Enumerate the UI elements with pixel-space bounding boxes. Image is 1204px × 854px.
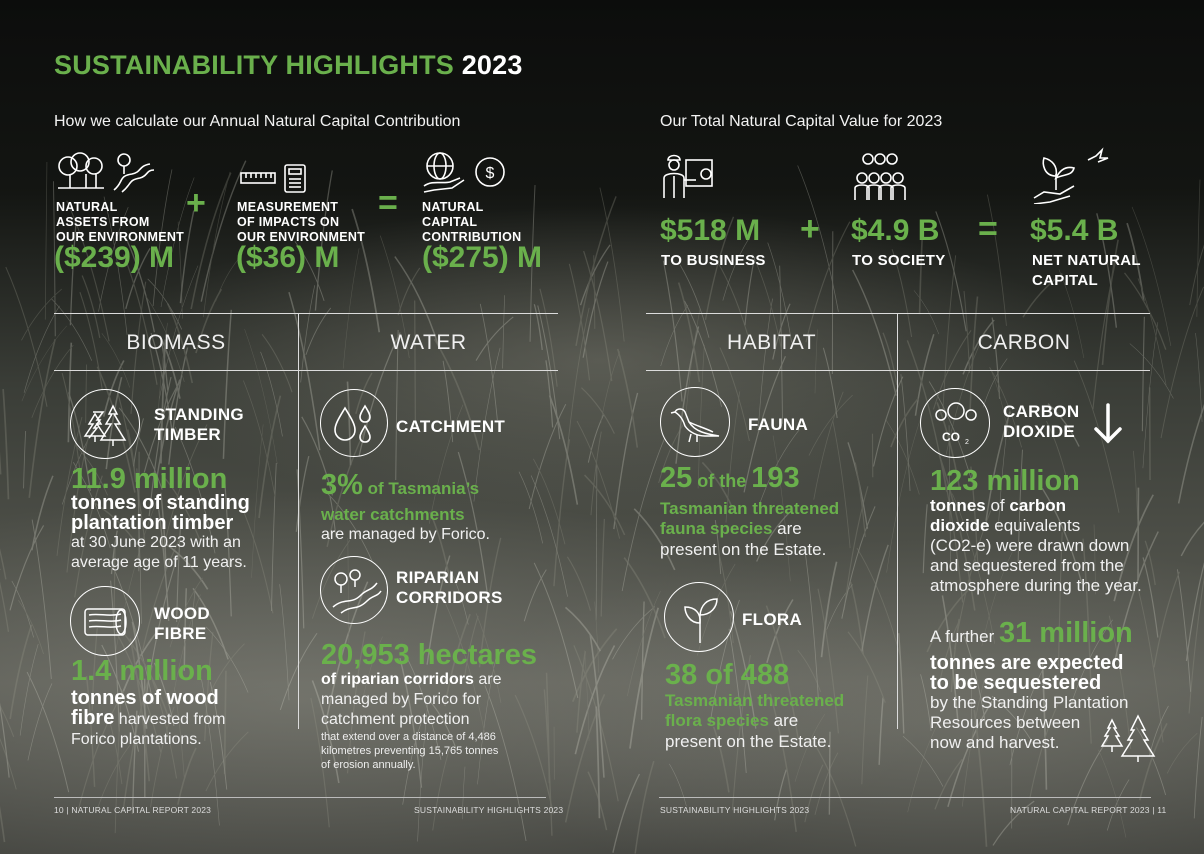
riparian-desc: of riparian corridors are managed by For… (321, 671, 502, 771)
water-drops-icon (320, 389, 388, 457)
pine-trees-small-icon (1100, 714, 1156, 762)
bird-icon (660, 387, 730, 457)
standing-timber-desc: tonnes of standing plantation timber at … (71, 492, 250, 571)
pine-trees-icon (70, 389, 140, 459)
riparian-trees-river-icon (320, 556, 388, 624)
wood-log-icon (70, 586, 140, 656)
hand-plant-bird-icon (1033, 147, 1109, 204)
co2-molecule-icon: CO 2 (920, 388, 990, 458)
divider-vertical-left (298, 313, 299, 729)
plant-sprout-icon (664, 582, 734, 652)
divider-head-left (54, 370, 558, 371)
divider-top-left (54, 313, 558, 314)
net-value: $5.4 B (1030, 214, 1119, 247)
co2-icon-text: CO (942, 430, 960, 444)
category-carbon: CARBON (977, 331, 1071, 354)
flora-label: FLORA (742, 610, 803, 629)
total-contribution-label: NATURAL CAPITAL CONTRIBUTION (422, 200, 522, 244)
plus-sign-right: + (800, 210, 820, 248)
flora-stat: 38 of 488 (665, 659, 790, 691)
standing-timber-stat: 11.9 million (71, 463, 228, 495)
wood-fibre-label: WOOD FIBRE (154, 604, 210, 643)
footer-rule-left (54, 797, 546, 798)
footer-right-section: SUSTAINABILITY HIGHLIGHTS 2023 (660, 805, 810, 815)
impacts-value: ($36) M (236, 241, 340, 274)
assets-value: ($239) M (54, 241, 175, 274)
impacts-label: MEASUREMENT OF IMPACTS ON OUR ENVIRONMENT (237, 200, 366, 244)
ruler-calculator-icon (240, 164, 306, 193)
assets-label: NATURAL ASSETS FROM OUR ENVIRONMENT (56, 200, 185, 244)
footer-left-page: 10 | NATURAL CAPITAL REPORT 2023 (54, 805, 212, 815)
trees-landscape-icon (58, 152, 154, 193)
society-value: $4.9 B (851, 214, 940, 247)
footer-right-page: NATURAL CAPITAL REPORT 2023 | 11 (1010, 805, 1167, 815)
equals-sign: = (378, 184, 398, 222)
plus-sign: + (186, 184, 206, 222)
society-label: TO SOCIETY (852, 252, 946, 269)
title-main: SUSTAINABILITY HIGHLIGHTS (54, 50, 455, 80)
divider-top-right (646, 313, 1150, 314)
category-habitat: HABITAT (726, 331, 817, 354)
left-subheading: How we calculate our Annual Natural Capi… (54, 113, 461, 130)
right-subheading: Our Total Natural Capital Value for 2023 (660, 113, 943, 130)
co2-desc: tonnes of carbon dioxide equivalents (CO… (930, 496, 1142, 595)
riparian-label: RIPARIAN CORRIDORS (396, 568, 503, 607)
business-label: TO BUSINESS (661, 252, 766, 269)
flora-desc: Tasmanian threatened flora species are p… (665, 691, 845, 751)
total-contribution-value: ($275) M (422, 241, 543, 274)
people-group-icon (854, 153, 906, 200)
riparian-stat: 20,953 hectares (321, 639, 538, 671)
wood-fibre-desc: tonnes of wood fibre harvested from Fori… (71, 687, 226, 748)
svg-text:$: $ (486, 165, 495, 182)
globe-hand-dollar-icon: $ (423, 152, 505, 193)
business-value: $518 M (660, 214, 761, 247)
fauna-desc: 25 of the 193 Tasmanian threatened fauna… (660, 462, 840, 559)
page-title: SUSTAINABILITY HIGHLIGHTS 2023 (54, 50, 523, 81)
wood-fibre-stat: 1.4 million (71, 655, 213, 687)
catchment-label: CATCHMENT (396, 417, 506, 436)
category-biomass: BIOMASS (126, 331, 226, 354)
footer-left-section: SUSTAINABILITY HIGHLIGHTS 2023 (414, 805, 564, 815)
divider-head-right (646, 370, 1150, 371)
net-label: NET NATURAL CAPITAL (1032, 252, 1141, 289)
co2-icon-sub: 2 (965, 439, 969, 446)
footer-rule-right (659, 797, 1151, 798)
further-sequestration: A further 31 million tonnes are expected… (930, 617, 1133, 752)
divider-vertical-right (897, 313, 898, 729)
equals-sign-right: = (978, 210, 998, 248)
co2-stat: 123 million (930, 465, 1080, 497)
standing-timber-label: STANDING TIMBER (154, 405, 244, 444)
carbon-dioxide-label: CARBON DIOXIDE (1003, 402, 1080, 441)
worker-gear-icon (663, 154, 713, 198)
title-year: 2023 (461, 50, 523, 80)
arrow-down-icon (1094, 403, 1122, 444)
fauna-label: FAUNA (748, 415, 809, 434)
catchment-desc: 3% of Tasmania’s water catchments are ma… (321, 469, 490, 543)
category-water: WATER (390, 331, 467, 354)
